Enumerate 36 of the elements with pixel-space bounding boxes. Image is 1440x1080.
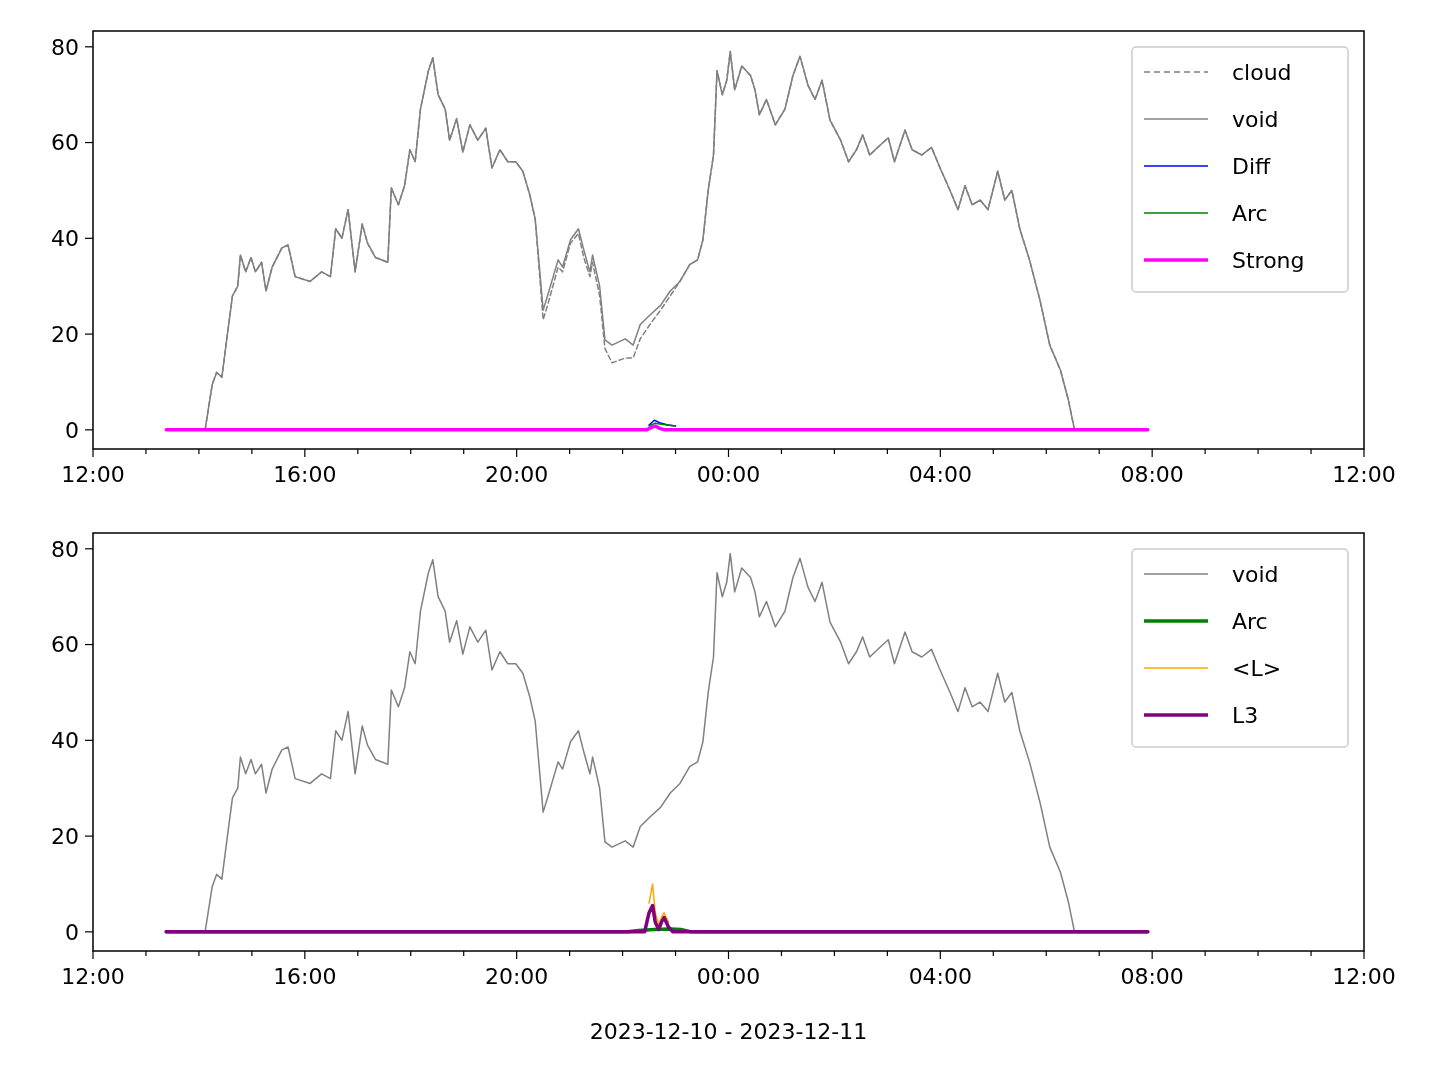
legend-label: Arc xyxy=(1232,608,1268,634)
y-tick-label: 60 xyxy=(51,632,79,658)
line-series xyxy=(648,883,670,926)
y-tick-label: 0 xyxy=(65,919,79,945)
y-tick-label: 40 xyxy=(51,226,79,252)
x-tick-label: 16:00 xyxy=(273,462,337,487)
x-tick-label: 20:00 xyxy=(484,462,549,487)
x-tick-label: 12:00 xyxy=(61,462,125,487)
x-tick-label: 04:00 xyxy=(908,462,973,487)
y-tick-label: 80 xyxy=(51,34,79,60)
x-tick-label: 20:00 xyxy=(484,964,549,989)
y-tick-label: 60 xyxy=(51,130,79,156)
x-tick-label: 08:00 xyxy=(1120,964,1184,989)
y-tick-label: 40 xyxy=(51,728,79,754)
y-tick-label: 0 xyxy=(65,417,79,443)
x-tick-label: 00:00 xyxy=(696,462,761,487)
legend-label: void xyxy=(1232,106,1279,132)
legend-label: Strong xyxy=(1232,247,1305,273)
x-tick-label: 12:00 xyxy=(1332,964,1396,989)
y-tick-label: 20 xyxy=(51,823,79,849)
x-tick-label: 16:00 xyxy=(273,964,337,989)
line-series xyxy=(164,903,1150,934)
legend-label: cloud xyxy=(1232,59,1292,85)
legend-label: L3 xyxy=(1232,702,1259,728)
x-tick-label: 04:00 xyxy=(908,964,973,989)
x-axis-title: 2023-12-10 - 2023-12-11 xyxy=(589,1019,868,1044)
legend-label: void xyxy=(1232,561,1279,587)
x-tick-label: 00:00 xyxy=(696,964,761,989)
legend-label: Diff xyxy=(1232,153,1272,179)
x-tick-label: 12:00 xyxy=(1332,462,1396,487)
y-tick-label: 20 xyxy=(51,321,79,347)
y-tick-label: 80 xyxy=(51,536,79,562)
x-tick-label: 08:00 xyxy=(1120,462,1184,487)
legend-label: Arc xyxy=(1232,200,1268,226)
legend-label: <L> xyxy=(1232,655,1282,681)
x-tick-label: 12:00 xyxy=(61,964,125,989)
